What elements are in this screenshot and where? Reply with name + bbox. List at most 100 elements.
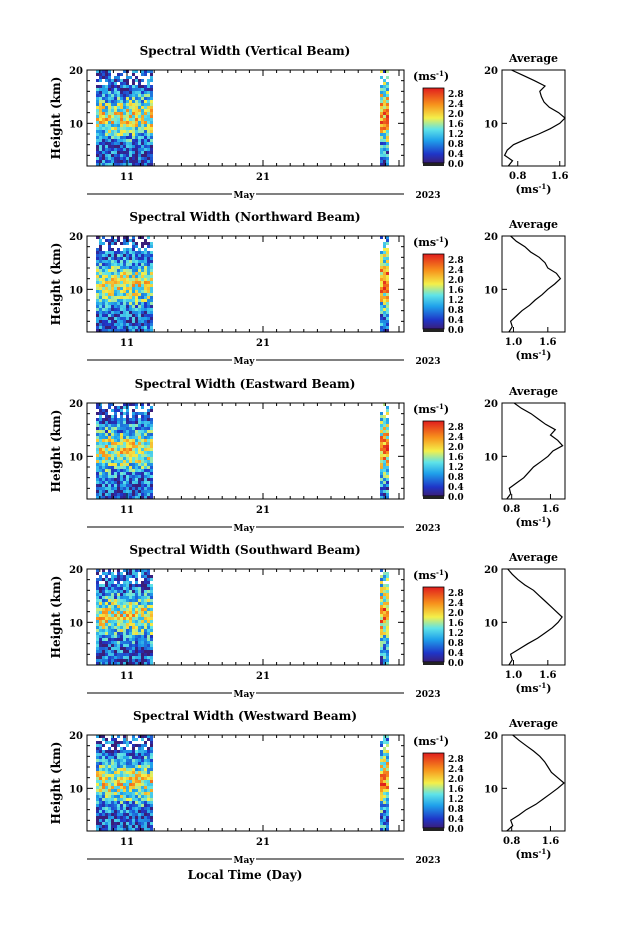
heatmap-cell xyxy=(380,469,383,472)
heatmap-cell xyxy=(135,783,138,786)
heatmap-cell xyxy=(141,777,144,780)
heatmap-cell xyxy=(132,762,135,765)
heatmap-cell xyxy=(111,323,114,326)
heatmap-cell xyxy=(141,750,144,753)
heatmap-cell xyxy=(132,94,135,97)
heatmap-cell xyxy=(132,448,135,451)
heatmap-cell xyxy=(123,287,126,290)
heatmap-cell xyxy=(135,85,138,88)
heatmap-cell xyxy=(111,584,114,587)
heatmap-cell xyxy=(144,611,147,614)
heatmap-cell xyxy=(144,433,147,436)
heatmap-cell xyxy=(117,242,120,245)
heatmap-cell xyxy=(117,463,120,466)
heatmap-cell xyxy=(150,142,153,145)
heatmap-cell xyxy=(123,403,126,406)
heatmap-cell xyxy=(96,430,99,433)
heatmap-cell xyxy=(132,647,135,650)
heatmap-cell xyxy=(120,70,123,73)
heatmap-cell xyxy=(386,659,389,662)
heatmap-cell xyxy=(96,88,99,91)
heatmap-cell xyxy=(147,94,150,97)
heatmap-cell xyxy=(111,810,114,813)
heatmap-cell xyxy=(144,421,147,424)
heatmap-cell xyxy=(383,85,386,88)
heatmap-cell xyxy=(132,626,135,629)
heatmap-cell xyxy=(102,418,105,421)
heatmap-cell xyxy=(129,608,132,611)
heatmap-cell xyxy=(123,617,126,620)
heatmap-cell xyxy=(141,302,144,305)
heatmap-cell xyxy=(141,118,144,121)
heatmap-cell xyxy=(150,584,153,587)
heatmap-cell xyxy=(138,635,141,638)
heatmap-cell xyxy=(108,738,111,741)
heatmap-cell xyxy=(144,457,147,460)
heatmap-cell xyxy=(108,308,111,311)
heatmap-cell xyxy=(102,100,105,103)
heatmap-cell xyxy=(123,472,126,475)
heatmap-cell xyxy=(108,85,111,88)
heatmap-cell xyxy=(380,160,383,163)
heatmap-cell xyxy=(386,73,389,76)
heatmap-cell xyxy=(141,635,144,638)
heatmap-cell xyxy=(105,326,108,329)
heatmap-cell xyxy=(102,602,105,605)
heatmap-cell xyxy=(105,329,108,332)
heatmap-cell xyxy=(123,94,126,97)
heatmap-cell xyxy=(138,290,141,293)
heatmap-cell xyxy=(138,275,141,278)
profile-x-tick-label: 1.6 xyxy=(542,836,559,847)
heatmap-cell xyxy=(150,611,153,614)
x-tick-label: 11 xyxy=(120,837,134,848)
heatmap-cell xyxy=(114,76,117,79)
heatmap-cell xyxy=(386,596,389,599)
heatmap-cell xyxy=(383,789,386,792)
heatmap-cell xyxy=(108,578,111,581)
heatmap-cell xyxy=(126,106,129,109)
heatmap-cell xyxy=(147,112,150,115)
heatmap-cell xyxy=(135,792,138,795)
heatmap-cell xyxy=(383,454,386,457)
heatmap-cell xyxy=(96,463,99,466)
heatmap-cell xyxy=(108,421,111,424)
heatmap-cell xyxy=(120,251,123,254)
heatmap-cell xyxy=(144,409,147,412)
heatmap-cell xyxy=(114,151,117,154)
heatmap-cell xyxy=(138,744,141,747)
heatmap-cell xyxy=(108,302,111,305)
heatmap-cell xyxy=(386,789,389,792)
heatmap-cell xyxy=(102,584,105,587)
panel-4: Spectral Width (Southward Beam)1020Heigh… xyxy=(49,543,566,700)
heatmap-cell xyxy=(111,463,114,466)
heatmap-cell xyxy=(132,445,135,448)
heatmap-cell xyxy=(132,572,135,575)
heatmap-cell xyxy=(105,798,108,801)
heatmap-cell xyxy=(380,236,383,239)
heatmap-cell xyxy=(123,620,126,623)
heatmap-cell xyxy=(111,484,114,487)
heatmap-cell xyxy=(138,76,141,79)
heatmap-cell xyxy=(120,490,123,493)
heatmap-cell xyxy=(383,629,386,632)
heatmap-cell xyxy=(123,409,126,412)
heatmap-cell xyxy=(129,650,132,653)
heatmap-cell xyxy=(108,783,111,786)
heatmap-cell xyxy=(108,242,111,245)
heatmap-cell xyxy=(105,650,108,653)
heatmap-cell xyxy=(123,463,126,466)
heatmap-cell xyxy=(135,487,138,490)
heatmap-cell xyxy=(144,311,147,314)
heatmap-cell xyxy=(114,735,117,738)
heatmap-cell xyxy=(383,768,386,771)
heatmap-cell xyxy=(126,293,129,296)
heatmap-cell xyxy=(141,145,144,148)
heatmap-cell xyxy=(386,415,389,418)
heatmap-cell xyxy=(120,323,123,326)
heatmap-cell xyxy=(96,299,99,302)
heatmap-cell xyxy=(126,142,129,145)
heatmap-cell xyxy=(108,590,111,593)
heatmap-cell xyxy=(383,623,386,626)
heatmap-cell xyxy=(117,599,120,602)
heatmap-cell xyxy=(132,472,135,475)
